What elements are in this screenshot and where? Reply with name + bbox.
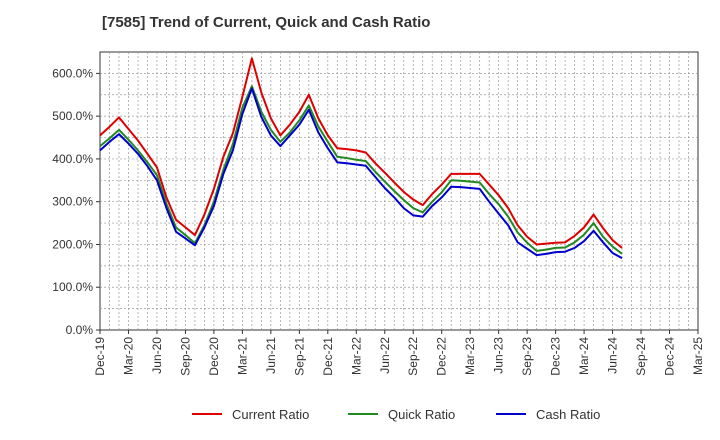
x-tick-label: Mar-23 — [463, 337, 477, 375]
y-tick-label: 100.0% — [52, 280, 93, 294]
legend-item: Quick Ratio — [348, 407, 455, 422]
legend-item: Current Ratio — [192, 407, 309, 422]
x-tick-label: Jun-24 — [606, 337, 620, 374]
x-tick-label: Jun-22 — [378, 337, 392, 374]
series-line-current-ratio — [99, 57, 623, 249]
y-tick-label: 200.0% — [52, 237, 93, 251]
legend-item: Cash Ratio — [496, 407, 600, 422]
legend-label: Current Ratio — [232, 407, 309, 422]
x-tick-label: Sep-20 — [178, 337, 192, 376]
x-tick-label: Dec-24 — [663, 337, 677, 376]
x-tick-label: Dec-20 — [207, 337, 221, 376]
x-tick-label: Sep-24 — [634, 337, 648, 376]
y-tick-label: 400.0% — [52, 152, 93, 166]
y-tick-label: 600.0% — [52, 66, 93, 80]
x-tick-label: Mar-21 — [235, 337, 249, 375]
y-tick-label: 300.0% — [52, 195, 93, 209]
x-tick-label: Dec-23 — [549, 337, 563, 376]
x-tick-label: Sep-23 — [520, 337, 534, 376]
plot-area — [99, 51, 699, 331]
x-tick-label: Mar-24 — [577, 337, 591, 375]
x-tick-label: Dec-19 — [93, 337, 107, 376]
x-tick-label: Dec-21 — [321, 337, 335, 376]
legend-label: Cash Ratio — [536, 407, 600, 422]
series-line-cash-ratio — [99, 87, 623, 260]
y-tick-label: 500.0% — [52, 109, 93, 123]
x-tick-label: Mar-25 — [691, 337, 705, 375]
chart-title: [7585] Trend of Current, Quick and Cash … — [102, 14, 431, 31]
y-tick-label: 0.0% — [66, 323, 94, 337]
x-tick-label: Sep-21 — [292, 337, 306, 376]
series-line-quick-ratio — [99, 85, 623, 255]
x-tick-label: Sep-22 — [406, 337, 420, 376]
x-tick-label: Mar-20 — [121, 337, 135, 375]
x-tick-label: Jun-21 — [264, 337, 278, 374]
x-tick-label: Jun-23 — [492, 337, 506, 374]
x-tick-label: Jun-20 — [150, 337, 164, 374]
x-tick-label: Dec-22 — [435, 337, 449, 376]
x-tick-label: Mar-22 — [349, 337, 363, 375]
legend-label: Quick Ratio — [388, 407, 455, 422]
